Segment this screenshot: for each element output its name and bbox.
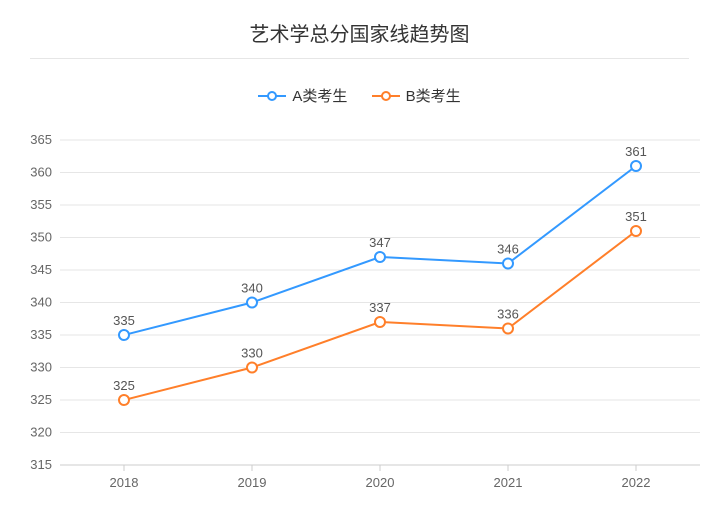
svg-text:355: 355	[30, 197, 52, 212]
svg-text:2018: 2018	[110, 475, 139, 490]
svg-text:330: 330	[241, 346, 263, 361]
svg-text:325: 325	[113, 378, 135, 393]
svg-text:335: 335	[113, 313, 135, 328]
svg-text:361: 361	[625, 144, 647, 159]
plot-svg: 315320325330335340345350355360365 201820…	[0, 0, 719, 509]
svg-text:346: 346	[497, 242, 519, 257]
svg-text:325: 325	[30, 392, 52, 407]
svg-text:2021: 2021	[494, 475, 523, 490]
svg-text:336: 336	[497, 307, 519, 322]
svg-text:315: 315	[30, 457, 52, 472]
svg-text:365: 365	[30, 132, 52, 147]
svg-text:2022: 2022	[622, 475, 651, 490]
svg-text:340: 340	[241, 281, 263, 296]
svg-text:360: 360	[30, 165, 52, 180]
data-labels: 335 340 347 346 361 325 330 337 336 351	[113, 144, 647, 393]
svg-text:335: 335	[30, 327, 52, 342]
x-axis-labels: 2018 2019 2020 2021 2022	[110, 475, 651, 490]
svg-text:2019: 2019	[238, 475, 267, 490]
svg-text:347: 347	[369, 235, 391, 250]
svg-text:2020: 2020	[366, 475, 395, 490]
svg-text:320: 320	[30, 425, 52, 440]
chart-container: 艺术学总分国家线趋势图 A类考生 B类考生 315320325330335340…	[0, 0, 719, 509]
y-axis-labels: 315 320 325 330 335 340 345 350 355 360 365	[30, 132, 52, 472]
series	[119, 161, 641, 405]
svg-text:345: 345	[30, 262, 52, 277]
svg-text:337: 337	[369, 300, 391, 315]
svg-text:350: 350	[30, 230, 52, 245]
svg-text:351: 351	[625, 209, 647, 224]
svg-text:330: 330	[30, 360, 52, 375]
svg-text:340: 340	[30, 295, 52, 310]
